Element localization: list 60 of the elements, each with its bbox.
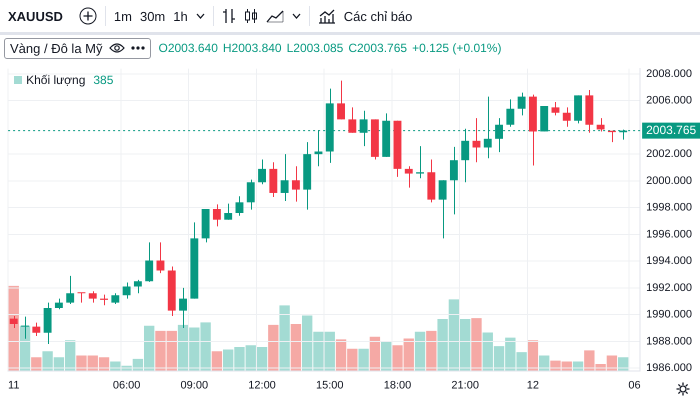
candlestick <box>382 112 390 158</box>
bar <box>528 340 538 371</box>
candlestick <box>134 279 142 294</box>
candlestick <box>66 275 74 304</box>
y-tick-label: 2006.000 <box>646 94 692 107</box>
text: 1h <box>173 8 188 24</box>
bar <box>279 305 290 371</box>
chart-title: XAUUSD <box>8 8 63 24</box>
y-tick-label: 1996.000 <box>646 228 692 240</box>
bar <box>290 324 302 371</box>
candlestick <box>78 292 86 304</box>
bar <box>426 330 437 371</box>
x-tick-label: 09:00 <box>180 379 208 392</box>
x-tick-label: 18:00 <box>384 379 412 392</box>
text: C2003.765 <box>348 41 408 55</box>
y-tick-label: 1986.000 <box>646 362 692 374</box>
y-tick-label: 1988.000 <box>646 335 692 348</box>
x-tick-label: 12:00 <box>248 379 276 392</box>
candlestick <box>506 98 514 128</box>
bar <box>538 356 550 371</box>
text: 30m <box>140 8 166 24</box>
bar <box>8 286 19 371</box>
x-tick-label: 21:00 <box>451 379 479 392</box>
bar <box>471 318 482 371</box>
x-tick-label: 12 <box>526 379 540 392</box>
text: O2003.640 <box>158 41 218 55</box>
text: 1m <box>114 8 132 24</box>
bar <box>212 351 222 371</box>
y-tick-label: 2002.000 <box>646 148 692 160</box>
candlestick <box>450 146 458 215</box>
bar <box>31 357 42 371</box>
y-tick-label: 2000.000 <box>646 174 692 187</box>
bar <box>268 324 279 371</box>
text: +0.125 (+0.01%) <box>412 41 502 55</box>
bar <box>370 336 380 371</box>
x-tick-label: 11 <box>8 379 20 392</box>
text: Các chỉ báo <box>344 8 412 24</box>
legend-label: Khối lượng <box>26 72 86 87</box>
y-tick-label: 1998.000 <box>646 202 692 214</box>
chart-subtitle: Vàng / Đô la Mỹ <box>10 40 102 56</box>
text: L2003.085 <box>286 41 344 55</box>
text: H2003.840 <box>222 41 282 55</box>
candlestick <box>100 294 108 306</box>
bar <box>414 332 426 371</box>
y-tick-label: 1990.000 <box>646 308 692 321</box>
x-tick-label: 06:00 <box>112 379 140 392</box>
bar <box>380 341 392 371</box>
ref-line-label: 2003.765 <box>646 122 696 137</box>
x-tick-label: 15:00 <box>316 379 344 392</box>
bar <box>20 326 30 371</box>
candlestick <box>54 298 63 310</box>
x-tick-label: 06 <box>628 379 641 392</box>
y-tick-label: 1992.000 <box>646 282 692 294</box>
y-tick-label: 1994.000 <box>646 255 692 268</box>
y-tick-label: 2008.000 <box>646 68 692 80</box>
bar <box>618 357 628 371</box>
candlestick <box>122 282 131 300</box>
candlestick <box>416 146 424 179</box>
bar <box>358 348 369 371</box>
annotation: 385 <box>93 72 114 87</box>
